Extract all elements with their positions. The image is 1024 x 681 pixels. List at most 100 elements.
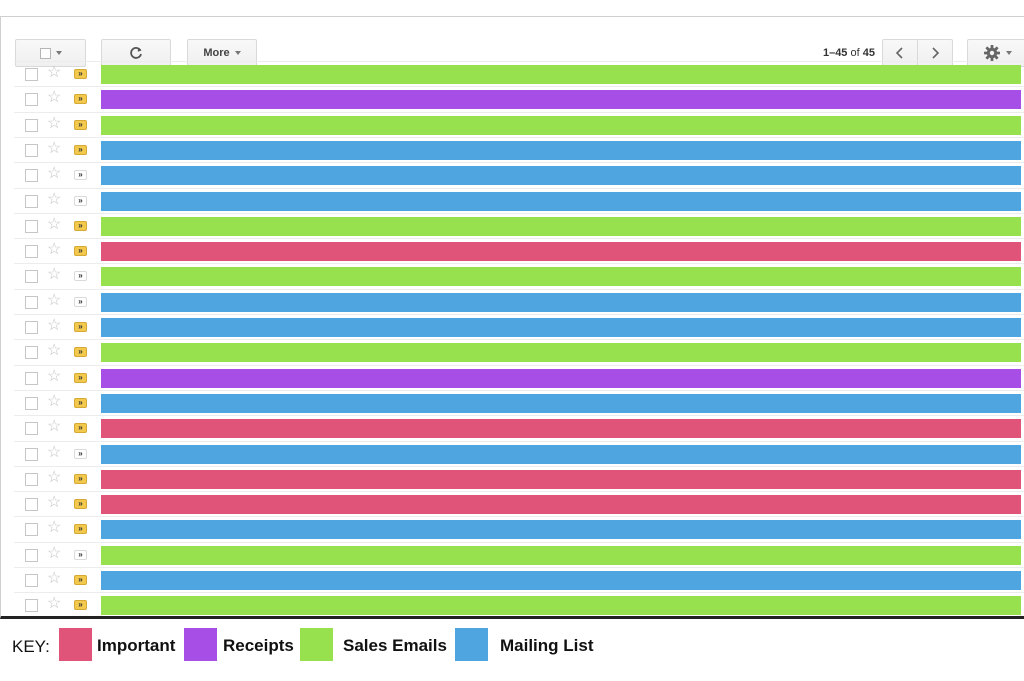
- email-row[interactable]: ☆»: [14, 238, 1024, 263]
- email-category-bar[interactable]: [101, 520, 1021, 539]
- star-icon[interactable]: ☆: [47, 64, 62, 81]
- email-category-bar[interactable]: [101, 166, 1021, 185]
- email-category-bar[interactable]: [101, 242, 1021, 261]
- star-icon[interactable]: ☆: [47, 494, 62, 511]
- email-row[interactable]: ☆»: [14, 567, 1024, 592]
- row-checkbox[interactable]: [25, 169, 38, 182]
- email-row[interactable]: ☆»: [14, 61, 1024, 86]
- row-checkbox[interactable]: [25, 549, 38, 562]
- older-button[interactable]: [917, 39, 953, 67]
- select-all-button[interactable]: [15, 39, 86, 67]
- email-category-bar[interactable]: [101, 596, 1021, 615]
- email-row[interactable]: ☆»: [14, 415, 1024, 440]
- row-checkbox[interactable]: [25, 473, 38, 486]
- email-row[interactable]: ☆»: [14, 491, 1024, 516]
- email-category-bar[interactable]: [101, 369, 1021, 388]
- star-icon[interactable]: ☆: [47, 469, 62, 486]
- email-row[interactable]: ☆»: [14, 213, 1024, 238]
- email-row[interactable]: ☆»: [14, 263, 1024, 288]
- star-icon[interactable]: ☆: [47, 191, 62, 208]
- importance-marker-icon[interactable]: »: [74, 69, 87, 79]
- email-row[interactable]: ☆»: [14, 441, 1024, 466]
- email-row[interactable]: ☆»: [14, 162, 1024, 187]
- star-icon[interactable]: ☆: [47, 342, 62, 359]
- email-category-bar[interactable]: [101, 293, 1021, 312]
- email-category-bar[interactable]: [101, 90, 1021, 109]
- email-row[interactable]: ☆»: [14, 390, 1024, 415]
- row-checkbox[interactable]: [25, 296, 38, 309]
- email-row[interactable]: ☆»: [14, 289, 1024, 314]
- row-checkbox[interactable]: [25, 498, 38, 511]
- row-checkbox[interactable]: [25, 523, 38, 536]
- row-checkbox[interactable]: [25, 93, 38, 106]
- importance-marker-icon[interactable]: »: [74, 398, 87, 408]
- email-category-bar[interactable]: [101, 394, 1021, 413]
- email-row[interactable]: ☆»: [14, 137, 1024, 162]
- row-checkbox[interactable]: [25, 220, 38, 233]
- email-row[interactable]: ☆»: [14, 314, 1024, 339]
- row-checkbox[interactable]: [25, 195, 38, 208]
- star-icon[interactable]: ☆: [47, 140, 62, 157]
- star-icon[interactable]: ☆: [47, 418, 62, 435]
- importance-marker-icon[interactable]: »: [74, 196, 87, 206]
- star-icon[interactable]: ☆: [47, 545, 62, 562]
- importance-marker-icon[interactable]: »: [74, 221, 87, 231]
- importance-marker-icon[interactable]: »: [74, 373, 87, 383]
- star-icon[interactable]: ☆: [47, 317, 62, 334]
- email-category-bar[interactable]: [101, 267, 1021, 286]
- star-icon[interactable]: ☆: [47, 115, 62, 132]
- refresh-button[interactable]: [101, 39, 171, 67]
- row-checkbox[interactable]: [25, 599, 38, 612]
- importance-marker-icon[interactable]: »: [74, 120, 87, 130]
- email-row[interactable]: ☆»: [14, 188, 1024, 213]
- email-category-bar[interactable]: [101, 546, 1021, 565]
- email-row[interactable]: ☆»: [14, 365, 1024, 390]
- email-category-bar[interactable]: [101, 343, 1021, 362]
- email-category-bar[interactable]: [101, 65, 1021, 84]
- row-checkbox[interactable]: [25, 346, 38, 359]
- star-icon[interactable]: ☆: [47, 241, 62, 258]
- email-category-bar[interactable]: [101, 116, 1021, 135]
- row-checkbox[interactable]: [25, 422, 38, 435]
- email-category-bar[interactable]: [101, 318, 1021, 337]
- email-row[interactable]: ☆»: [14, 86, 1024, 111]
- star-icon[interactable]: ☆: [47, 266, 62, 283]
- email-row[interactable]: ☆»: [14, 112, 1024, 137]
- importance-marker-icon[interactable]: »: [74, 246, 87, 256]
- importance-marker-icon[interactable]: »: [74, 145, 87, 155]
- importance-marker-icon[interactable]: »: [74, 449, 87, 459]
- email-category-bar[interactable]: [101, 217, 1021, 236]
- row-checkbox[interactable]: [25, 574, 38, 587]
- importance-marker-icon[interactable]: »: [74, 499, 87, 509]
- star-icon[interactable]: ☆: [47, 393, 62, 410]
- star-icon[interactable]: ☆: [47, 89, 62, 106]
- importance-marker-icon[interactable]: »: [74, 94, 87, 104]
- email-row[interactable]: ☆»: [14, 339, 1024, 364]
- email-category-bar[interactable]: [101, 192, 1021, 211]
- row-checkbox[interactable]: [25, 119, 38, 132]
- email-row[interactable]: ☆»: [14, 516, 1024, 541]
- row-checkbox[interactable]: [25, 448, 38, 461]
- email-category-bar[interactable]: [101, 571, 1021, 590]
- importance-marker-icon[interactable]: »: [74, 575, 87, 585]
- star-icon[interactable]: ☆: [47, 216, 62, 233]
- importance-marker-icon[interactable]: »: [74, 297, 87, 307]
- email-row[interactable]: ☆»: [14, 542, 1024, 567]
- star-icon[interactable]: ☆: [47, 368, 62, 385]
- row-checkbox[interactable]: [25, 270, 38, 283]
- star-icon[interactable]: ☆: [47, 570, 62, 587]
- star-icon[interactable]: ☆: [47, 444, 62, 461]
- importance-marker-icon[interactable]: »: [74, 474, 87, 484]
- importance-marker-icon[interactable]: »: [74, 524, 87, 534]
- importance-marker-icon[interactable]: »: [74, 423, 87, 433]
- importance-marker-icon[interactable]: »: [74, 170, 87, 180]
- row-checkbox[interactable]: [25, 68, 38, 81]
- star-icon[interactable]: ☆: [47, 292, 62, 309]
- more-button[interactable]: More: [187, 39, 257, 67]
- importance-marker-icon[interactable]: »: [74, 347, 87, 357]
- row-checkbox[interactable]: [25, 397, 38, 410]
- email-row[interactable]: ☆»: [14, 592, 1024, 617]
- email-row[interactable]: ☆»: [14, 466, 1024, 491]
- importance-marker-icon[interactable]: »: [74, 322, 87, 332]
- importance-marker-icon[interactable]: »: [74, 550, 87, 560]
